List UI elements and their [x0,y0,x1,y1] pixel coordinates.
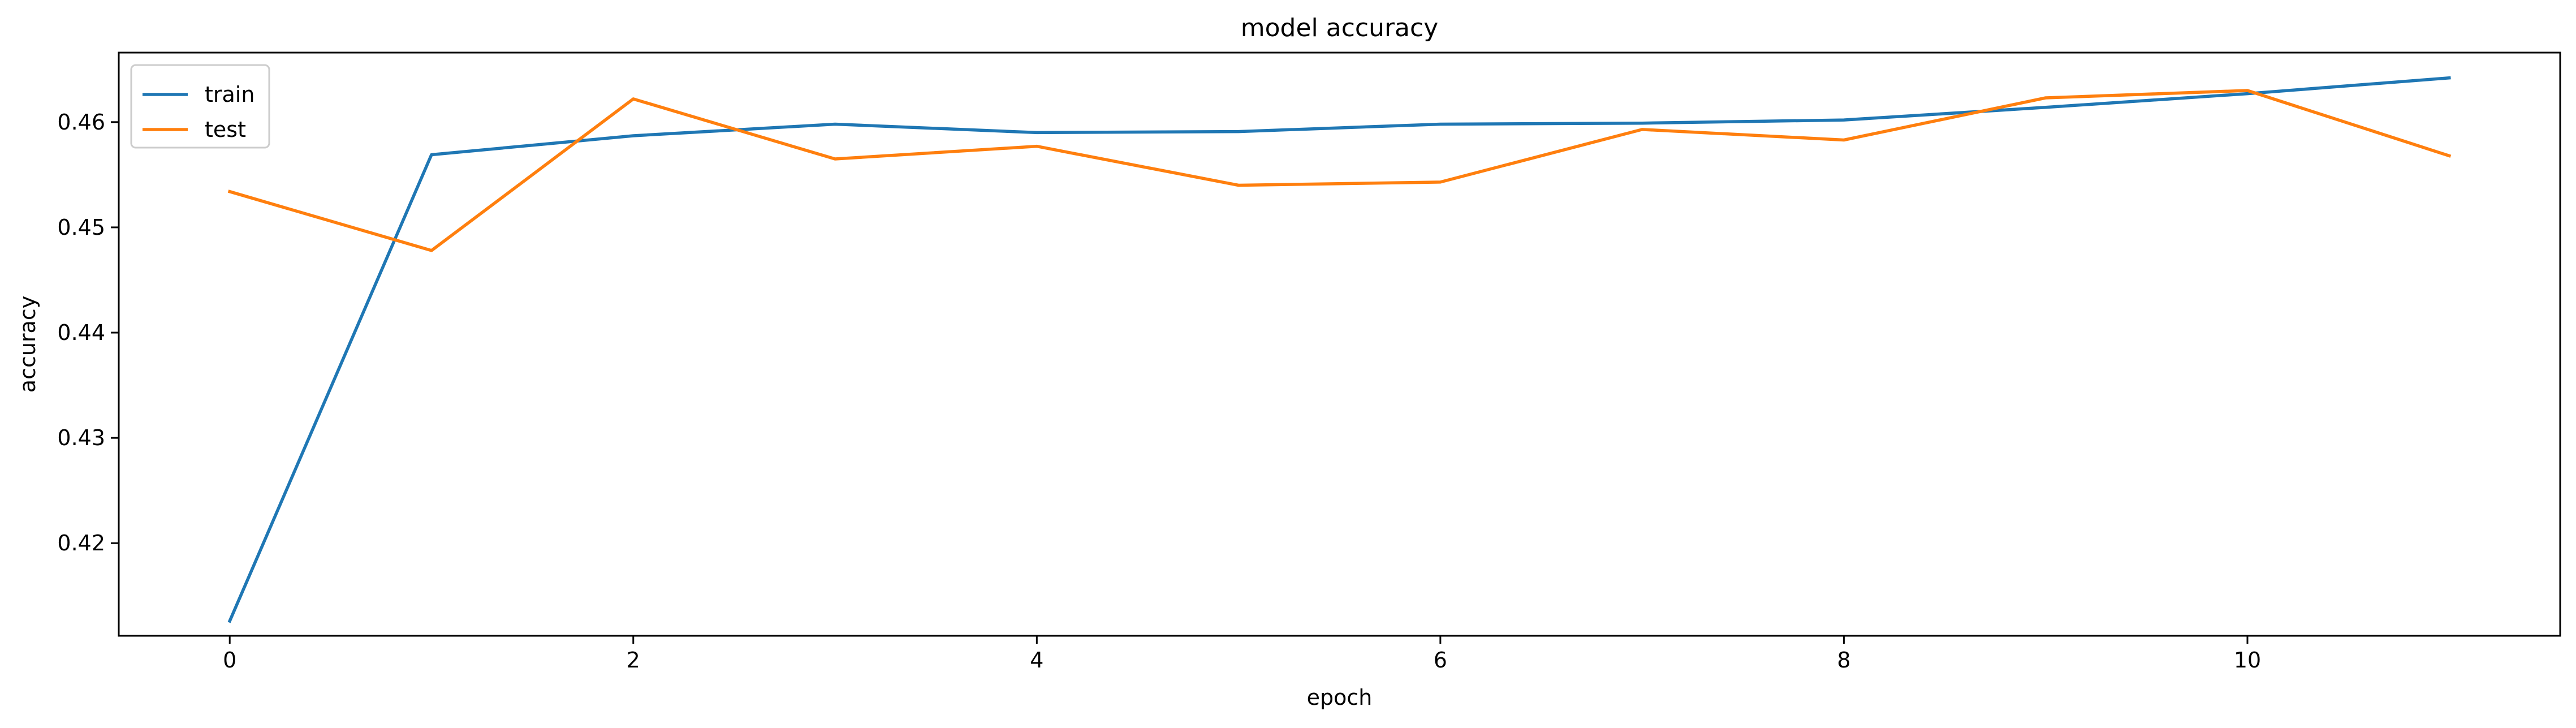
y-tick-label: 0.46 [57,110,105,135]
y-axis-ticks: 0.42 0.43 0.44 0.45 0.46 [57,110,119,555]
x-axis-ticks: 0 2 4 6 8 10 [223,636,2261,673]
x-axis-label: epoch [1307,685,1373,710]
legend-label-test: test [205,117,246,142]
series-line-test [227,89,2452,252]
y-tick-label: 0.44 [57,320,105,345]
y-tick-label: 0.42 [57,531,105,555]
x-tick-label: 10 [2234,648,2261,673]
x-tick-label: 2 [627,648,640,673]
chart-title: model accuracy [1241,14,1439,42]
series-lines [227,76,2452,623]
legend-box [130,64,270,149]
y-tick-label: 0.43 [57,425,105,450]
x-tick-label: 8 [1837,648,1850,673]
x-tick-label: 4 [1030,648,1043,673]
series-line-train [227,76,2451,623]
x-tick-label: 0 [223,648,236,673]
legend-label-train: train [205,82,254,107]
plot-area-frame [118,51,2561,637]
y-axis-label: accuracy [15,296,40,393]
legend: train test [130,64,270,149]
x-tick-label: 6 [1434,648,1447,673]
y-tick-label: 0.45 [57,215,105,240]
